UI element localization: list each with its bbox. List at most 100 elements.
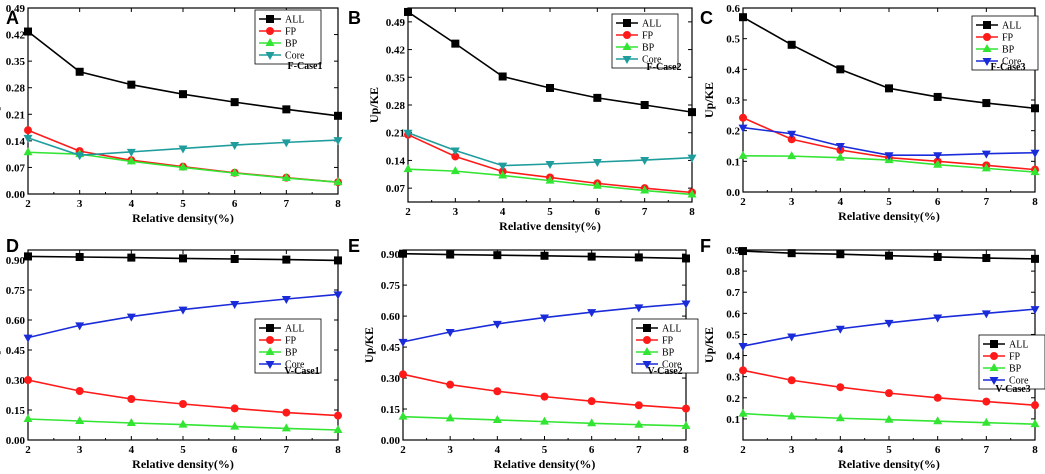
y-tick-label: 0.4 <box>726 64 740 76</box>
series-all <box>404 7 696 117</box>
data-point-all <box>230 255 239 263</box>
data-point-fp <box>24 126 32 135</box>
x-tick-label: 8 <box>1032 196 1038 208</box>
legend-marker <box>266 336 274 344</box>
y-tick-label: 0.00 <box>6 435 26 447</box>
chart-panel-b: B 2 3 4 5 6 7 8 0.07 0.14 0.21 0.28 0.35 0.42 0.49 Rela… <box>348 7 697 233</box>
data-point-all <box>982 99 991 108</box>
y-tick-label: 0.14 <box>6 136 26 148</box>
legend-marker <box>622 56 632 64</box>
data-point-core <box>450 147 460 156</box>
data-point-core <box>1030 306 1040 315</box>
x-tick-label: 7 <box>642 206 648 218</box>
legend-marker <box>643 336 651 344</box>
data-point-core <box>681 300 691 309</box>
data-point-all <box>493 251 502 260</box>
panel-letter: D <box>6 236 19 256</box>
data-point-core <box>835 143 845 151</box>
data-point-bp <box>403 164 413 173</box>
y-tick-label: 0.9 <box>726 245 740 257</box>
data-point-all <box>179 90 187 99</box>
y-tick-label: 0.2 <box>726 126 740 138</box>
data-point-fp <box>334 411 342 420</box>
data-point-bp <box>634 419 644 428</box>
panel-letter: E <box>348 236 360 256</box>
y-tick-label: 0.42 <box>6 30 26 42</box>
data-point-core <box>178 306 188 315</box>
x-tick-label: 2 <box>400 444 406 456</box>
data-point-all <box>446 250 455 259</box>
series-bp <box>398 411 691 429</box>
data-point-all <box>546 83 554 92</box>
series-line-fp <box>27 379 339 417</box>
y-tick-label: 0.5 <box>726 329 740 341</box>
legend-entry: Core <box>642 55 662 66</box>
y-axis-label: Up/KE <box>0 83 1 119</box>
data-point-all <box>75 253 84 261</box>
x-tick-label: 8 <box>335 444 341 456</box>
legend-entry: ALL <box>285 324 304 335</box>
data-point-core <box>403 129 413 138</box>
data-point-all <box>739 13 747 22</box>
series-line-core <box>742 126 1036 156</box>
legend-marker <box>622 42 632 50</box>
y-tick-label: 0.35 <box>386 72 406 84</box>
data-point-fp <box>1031 401 1039 410</box>
data-point-fp <box>446 380 455 389</box>
data-point-bp <box>230 421 240 430</box>
data-point-fp <box>282 408 291 417</box>
data-point-core <box>540 314 549 323</box>
x-tick-label: 6 <box>595 206 601 218</box>
data-point-all <box>24 27 32 36</box>
legend-entry: FP <box>662 336 674 347</box>
legend-entry: Core <box>285 360 305 371</box>
y-tick-label: 0.21 <box>386 128 405 140</box>
data-point-bp <box>230 168 240 177</box>
data-point-bp <box>445 413 455 422</box>
data-point-all <box>179 254 187 263</box>
data-point-core <box>333 291 343 300</box>
series-line-core <box>407 131 693 167</box>
data-point-core <box>787 130 797 139</box>
x-tick-label: 7 <box>984 444 990 456</box>
y-tick-label: 0.15 <box>381 404 401 416</box>
x-tick-label: 2 <box>740 444 746 456</box>
data-point-bp <box>333 425 343 433</box>
data-point-all <box>127 253 136 262</box>
data-point-bp <box>126 418 136 426</box>
data-point-bp <box>835 152 845 161</box>
x-tick-label: 5 <box>180 444 186 456</box>
y-tick-label: 0.28 <box>386 100 406 112</box>
y-tick-label: 0.21 <box>6 109 25 121</box>
x-tick-label: 4 <box>838 444 844 456</box>
y-tick-label: 0.07 <box>6 162 26 174</box>
series-core <box>738 306 1040 352</box>
legend-marker <box>982 44 992 52</box>
data-point-core <box>981 310 991 319</box>
x-tick-label: 6 <box>232 444 238 456</box>
data-point-bp <box>592 180 602 189</box>
data-point-core <box>23 134 33 143</box>
data-point-bp <box>1030 167 1040 176</box>
data-point-all <box>688 108 696 117</box>
y-tick-label: 0.60 <box>6 315 26 327</box>
data-point-all <box>24 252 32 261</box>
legend-marker <box>989 377 999 385</box>
series-line-fp <box>402 373 687 410</box>
y-tick-label: 0.6 <box>726 308 740 320</box>
y-tick-label: 0.07 <box>386 183 406 195</box>
x-tick-label: 8 <box>1032 444 1038 456</box>
x-tick-label: 4 <box>838 196 844 208</box>
y-axis-label: Up/KE <box>367 87 381 123</box>
data-point-all <box>399 249 407 258</box>
x-tick-label: 6 <box>232 198 238 210</box>
legend-marker <box>983 21 991 29</box>
data-point-bp <box>738 408 748 417</box>
chart-panel-e: E 2 3 4 5 6 7 8 0.00 0.15 0.30 0.45 0.60 0.75 0.90 Rela… <box>348 236 699 471</box>
data-point-all <box>933 92 942 101</box>
panel-letter: C <box>700 8 713 28</box>
chart-panel-d: D 2 3 4 5 6 7 8 0.00 0.15 0.30 0.45 0.60 0.75 0.90 Rela… <box>0 236 343 471</box>
chart-panel-c: C 2 3 4 5 6 7 8 0.0 0.1 0.2 0.3 0.4 0.5 0.6 Relative de… <box>700 3 1040 223</box>
data-point-fp <box>451 152 460 161</box>
